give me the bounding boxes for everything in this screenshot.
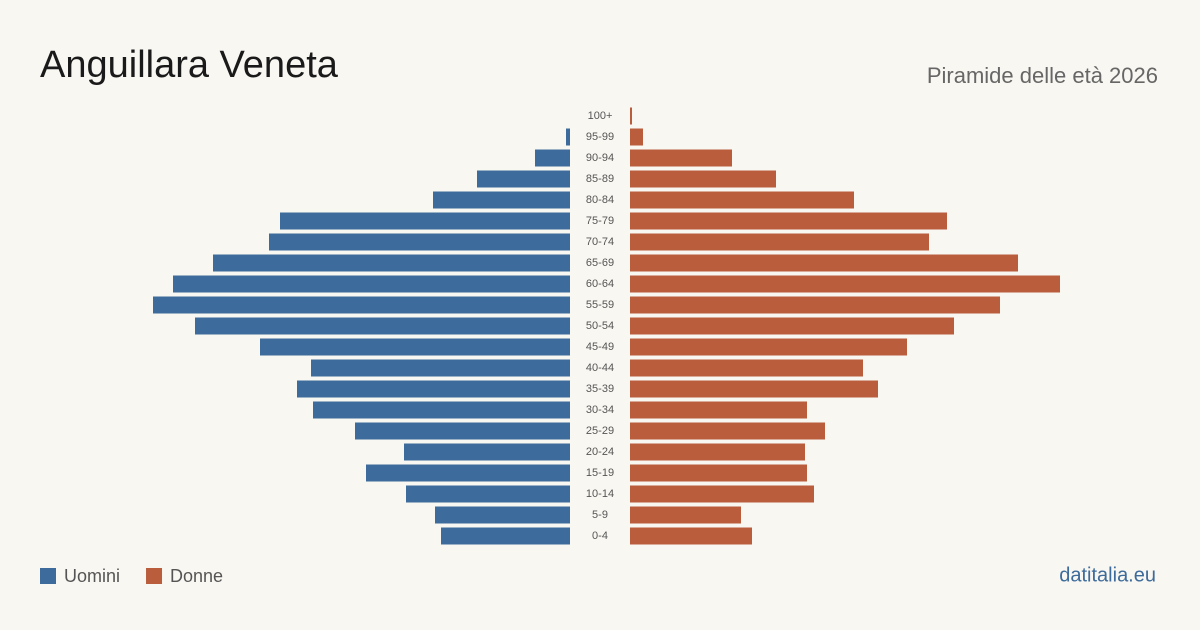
bar [313,401,570,419]
category-label: 55-59 [586,299,614,311]
category-label: 90-94 [586,152,614,164]
bar [630,506,741,524]
legend-swatch [146,568,163,584]
bar [366,464,570,482]
bar [630,296,1000,314]
bar [630,422,825,440]
bar [404,443,570,461]
bar [630,233,929,251]
category-label: 5-9 [592,509,608,521]
category-label: 95-99 [586,131,614,143]
legend-label: Uomini [64,566,120,586]
bar [630,170,776,188]
category-label: 30-34 [586,404,614,416]
category-label: 100+ [588,110,613,122]
bar [630,485,814,503]
category-label: 0-4 [592,530,608,542]
legend-swatch [40,568,56,584]
bar [630,317,954,335]
bar [630,359,863,377]
category-label: 40-44 [586,362,614,374]
bar [630,401,807,419]
legend-label: Donne [170,566,223,586]
bar [269,233,570,251]
bar [441,527,570,545]
bar [435,506,570,524]
category-label: 65-69 [586,257,614,269]
bar [630,527,752,545]
bar [630,380,878,398]
bar [406,485,570,503]
bar [630,443,805,461]
bar [280,212,570,230]
category-label: 15-19 [586,467,614,479]
bar [630,212,947,230]
category-label: 25-29 [586,425,614,437]
category-label: 20-24 [586,446,614,458]
bar [630,464,807,482]
bar [630,191,854,209]
chart-title: Anguillara Veneta [40,44,339,86]
bar [630,254,1018,272]
category-label: 10-14 [586,488,614,500]
bar [477,170,570,188]
source: datitalia.eu [1059,564,1156,586]
bar [213,254,570,272]
category-label: 35-39 [586,383,614,395]
bar [153,296,570,314]
bar [630,275,1060,293]
bar [630,107,632,125]
bar [260,338,570,356]
bar [195,317,570,335]
bar [630,128,643,146]
bar [566,128,570,146]
bar [173,275,570,293]
category-label: 45-49 [586,341,614,353]
bar [630,338,907,356]
bar [297,380,570,398]
category-label: 85-89 [586,173,614,185]
category-label: 80-84 [586,194,614,206]
bar [311,359,570,377]
bar [630,149,732,167]
bar [355,422,570,440]
bar [535,149,570,167]
chart-subtitle: Piramide delle età 2026 [927,63,1158,88]
category-label: 70-74 [586,236,614,248]
bar [433,191,570,209]
category-label: 75-79 [586,215,614,227]
category-label: 60-64 [586,278,614,290]
category-label: 50-54 [586,320,614,332]
